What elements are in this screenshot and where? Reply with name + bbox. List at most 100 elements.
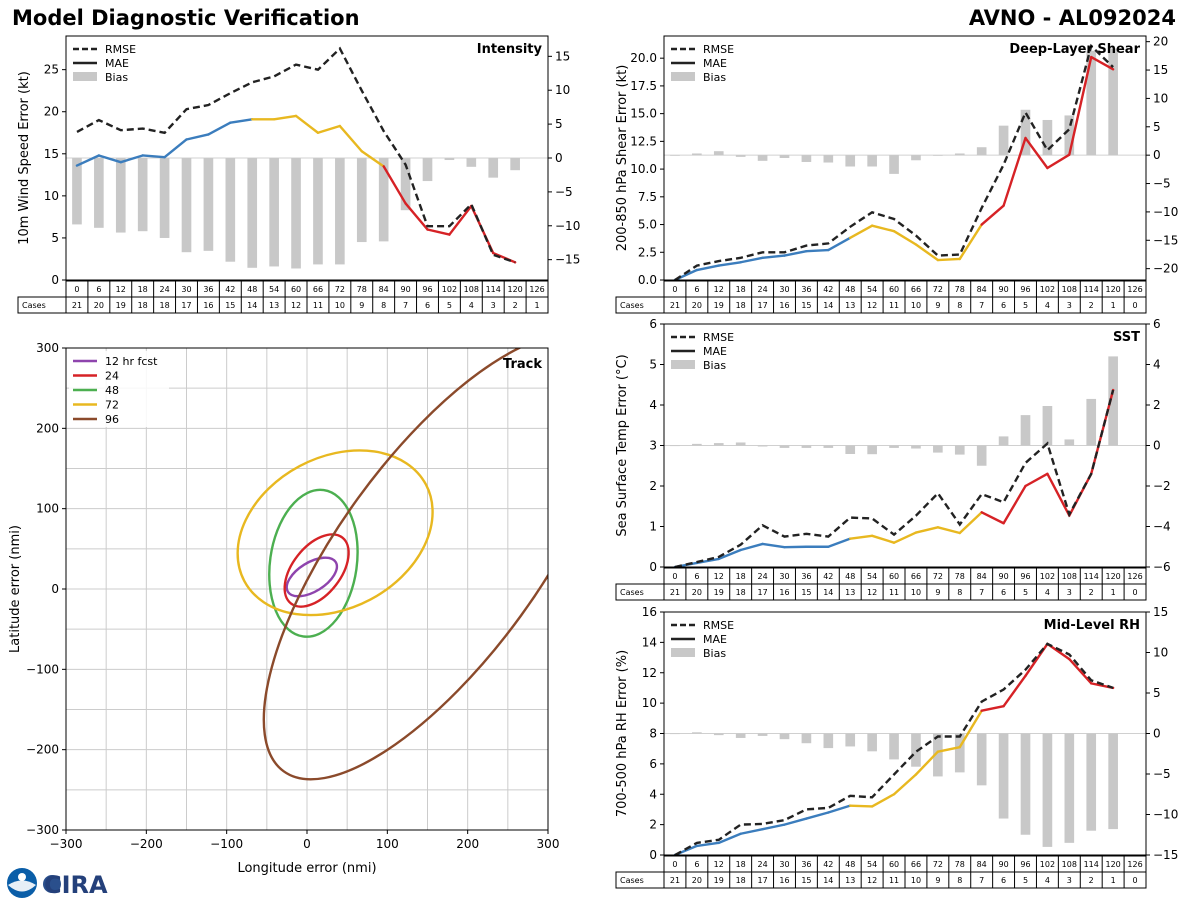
bias-bar bbox=[72, 158, 82, 225]
bias-bar bbox=[1064, 439, 1075, 446]
hour-cell: 48 bbox=[845, 860, 855, 869]
case-cell: 9 bbox=[935, 301, 940, 310]
bias-bar bbox=[225, 158, 236, 262]
y-tick-label: 0 bbox=[649, 560, 657, 574]
case-cell: 13 bbox=[269, 301, 279, 310]
mae-line bbox=[783, 249, 808, 257]
mae-line bbox=[914, 526, 940, 534]
legend-swatch-bias bbox=[671, 360, 695, 369]
mae-line bbox=[272, 114, 298, 121]
y2-tick-label: 0 bbox=[1153, 148, 1161, 162]
y2-tick-label: 5 bbox=[1153, 686, 1161, 700]
hour-cell: 42 bbox=[823, 285, 833, 294]
track-chart: −300−300 −200 −200 −100 −100 0 0 100 100 200 200 30… bbox=[8, 341, 559, 876]
y-tick-label: 0 bbox=[51, 582, 59, 596]
mae-line bbox=[980, 704, 1005, 712]
hour-cell: 42 bbox=[823, 572, 833, 581]
legend-label: Bias bbox=[703, 359, 726, 372]
bias-bar bbox=[670, 445, 680, 447]
case-cell: 18 bbox=[736, 588, 746, 597]
hour-cell: 78 bbox=[955, 572, 965, 581]
y-tick-label: 20.0 bbox=[630, 51, 657, 65]
y-tick-label: 8 bbox=[649, 727, 657, 741]
cases-label: Cases bbox=[620, 588, 644, 597]
y-tick-label: 5 bbox=[51, 231, 59, 245]
case-cell: 12 bbox=[867, 876, 877, 885]
legend-label: RMSE bbox=[703, 43, 734, 56]
y-tick-label: 2 bbox=[649, 818, 657, 832]
mae-line bbox=[892, 229, 918, 246]
hour-cell: 108 bbox=[464, 285, 479, 294]
rmse-line bbox=[674, 642, 1114, 857]
legend-label: MAE bbox=[703, 57, 727, 70]
hour-cell: 54 bbox=[867, 285, 877, 294]
case-cell: 0 bbox=[1132, 876, 1137, 885]
hour-cell: 42 bbox=[823, 860, 833, 869]
hour-cell: 54 bbox=[867, 572, 877, 581]
mae-line bbox=[849, 534, 874, 540]
hour-cell: 84 bbox=[977, 860, 987, 869]
hour-cell: 30 bbox=[779, 860, 789, 869]
case-cell: 20 bbox=[692, 301, 702, 310]
bias-bar bbox=[400, 158, 411, 211]
y-tick-label: 14 bbox=[642, 635, 657, 649]
mae-line bbox=[1002, 136, 1027, 207]
mae-line bbox=[1024, 136, 1049, 170]
case-cell: 16 bbox=[779, 301, 789, 310]
bias-bar bbox=[1042, 733, 1053, 847]
y-tick-label: 4 bbox=[649, 787, 657, 801]
bias-bar bbox=[867, 445, 877, 455]
case-cell: 21 bbox=[670, 301, 680, 310]
mae-line bbox=[892, 773, 918, 796]
case-cell: 16 bbox=[779, 588, 789, 597]
globe-icon bbox=[43, 875, 61, 893]
y2-tick-label: 6 bbox=[1153, 317, 1161, 331]
hour-cell: 114 bbox=[1084, 860, 1099, 869]
x-tick-label: 100 bbox=[376, 837, 399, 851]
bias-bar bbox=[422, 158, 433, 182]
case-cell: 14 bbox=[247, 301, 257, 310]
mae-line bbox=[695, 841, 720, 848]
case-cell: 21 bbox=[670, 876, 680, 885]
mae-line bbox=[827, 804, 852, 814]
error-ellipse-24 bbox=[283, 533, 350, 608]
legend-label: MAE bbox=[703, 633, 727, 646]
bias-bar bbox=[823, 445, 834, 448]
case-cell: 7 bbox=[403, 301, 408, 310]
hour-cell: 90 bbox=[998, 285, 1008, 294]
case-cell: 4 bbox=[1045, 301, 1050, 310]
case-cell: 17 bbox=[757, 588, 767, 597]
case-cell: 13 bbox=[845, 876, 855, 885]
error-ellipse-96 bbox=[262, 348, 548, 781]
bias-bar bbox=[356, 158, 367, 243]
case-cell: 3 bbox=[1067, 301, 1072, 310]
case-cell: 8 bbox=[381, 301, 386, 310]
bias-bar bbox=[137, 158, 148, 232]
hour-cell: 18 bbox=[736, 860, 746, 869]
y-tick-label: 0 bbox=[649, 848, 657, 862]
y-tick-label: 0.0 bbox=[638, 273, 657, 287]
bias-bar bbox=[313, 158, 323, 265]
plot-frame bbox=[663, 35, 1147, 281]
case-cell: 6 bbox=[425, 301, 430, 310]
legend-label: RMSE bbox=[703, 619, 734, 632]
storm-id-title: AVNO - AL092024 bbox=[968, 6, 1176, 30]
bias-bar bbox=[845, 733, 856, 747]
case-cell: 1 bbox=[1111, 588, 1116, 597]
case-cell: 7 bbox=[979, 876, 984, 885]
hour-cell: 72 bbox=[933, 572, 943, 581]
rmse-line bbox=[674, 389, 1115, 569]
case-cell: 5 bbox=[1023, 876, 1028, 885]
bias-bar bbox=[247, 158, 258, 268]
hour-cell: 6 bbox=[694, 285, 699, 294]
case-cell: 12 bbox=[867, 301, 877, 310]
case-cell: 4 bbox=[1045, 588, 1050, 597]
hour-cell: 48 bbox=[845, 572, 855, 581]
case-cell: 16 bbox=[203, 301, 213, 310]
chart-title: Track bbox=[503, 357, 542, 372]
hour-cell: 18 bbox=[736, 572, 746, 581]
cases-row bbox=[615, 296, 1147, 314]
hour-cell: 54 bbox=[867, 860, 877, 869]
bias-bar bbox=[911, 445, 921, 449]
hour-cell: 66 bbox=[911, 285, 921, 294]
